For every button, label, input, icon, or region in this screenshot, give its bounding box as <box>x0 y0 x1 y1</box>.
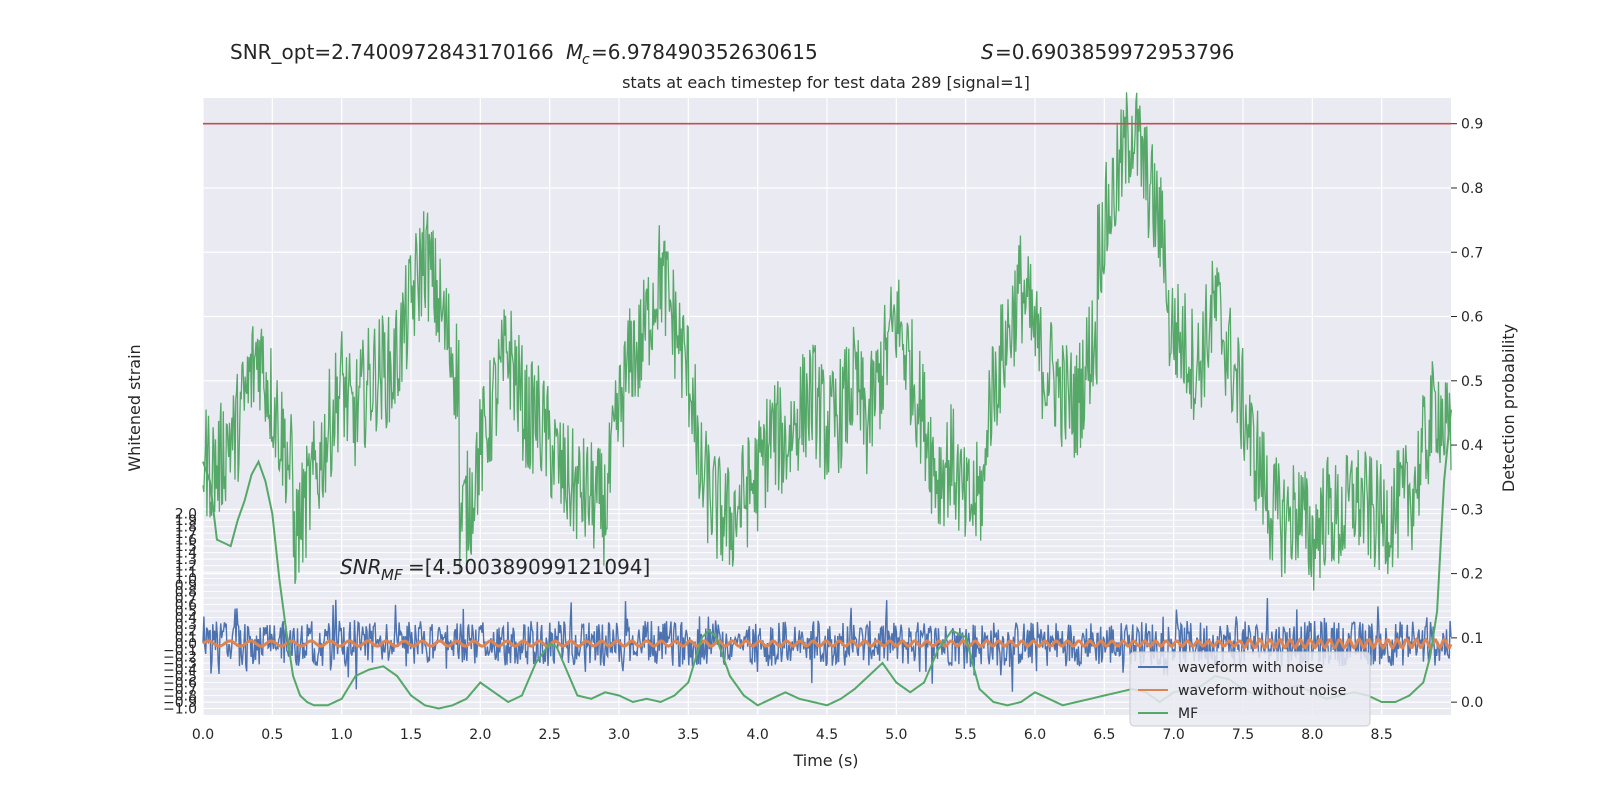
chart-title: stats at each timestep for test data 289… <box>622 73 1030 92</box>
svg-text:SNR: SNR <box>340 555 382 579</box>
y-left-tick-label: −0.6 <box>163 676 197 692</box>
x-tick-label: 1.5 <box>400 727 422 743</box>
x-tick-label: 2.5 <box>539 727 561 743</box>
svg-text:=0.6903859972953796: =0.6903859972953796 <box>995 40 1234 64</box>
x-tick-label: 0.5 <box>261 727 283 743</box>
x-tick-label: 3.5 <box>677 727 699 743</box>
y-left-tick-label: 1.9 <box>175 513 197 529</box>
x-axis-label: Time (s) <box>792 751 858 770</box>
y-right-tick-label: 0.0 <box>1461 695 1483 711</box>
y-left-tick-label: 0.3 <box>175 617 197 633</box>
x-tick-label: 7.5 <box>1232 727 1254 743</box>
svg-text:MF: MF <box>381 566 403 584</box>
chirp-mass-label: M c =6.978490352630615 <box>566 40 818 68</box>
y-right-tick-label: 0.3 <box>1461 502 1483 518</box>
series-group <box>202 92 1453 710</box>
y-left-tick-label: −0.1 <box>163 643 197 659</box>
svg-text:c: c <box>582 52 590 68</box>
probability-line <box>202 92 1452 591</box>
y-left-tick-label: −0.5 <box>163 669 197 685</box>
y-right-tick-label: 0.1 <box>1461 631 1483 647</box>
s-label: S =0.6903859972953796 <box>981 40 1234 64</box>
y-right-tick-label: 0.6 <box>1461 310 1483 326</box>
y-right-tick-label: 0.9 <box>1461 117 1483 133</box>
y-left-tick-label: 1.1 <box>175 565 197 581</box>
legend: waveform with noise waveform without nois… <box>1129 651 1371 727</box>
x-tick-label: 1.0 <box>331 727 353 743</box>
axes: 0.0 0.5 1.0 1.5 2.0 2.5 3.0 3.5 4.0 4.5 5.0 5.5 6.0 6… <box>163 117 1483 743</box>
y-left-tick-label: 1.3 <box>175 552 197 568</box>
y-left-tick-label: 0.9 <box>175 578 197 594</box>
x-tick-label: 2.0 <box>469 727 491 743</box>
y-left-tick-label: 0.7 <box>175 591 197 607</box>
x-tick-label: 5.0 <box>885 727 907 743</box>
y-left-tick-label: 0.2 <box>175 624 197 640</box>
y-left-tick-label: 0.6 <box>175 598 197 614</box>
y-right-axis-label: Detection probability <box>1499 324 1518 492</box>
x-tick-label: 3.0 <box>608 727 630 743</box>
y-right-tick-label: 0.8 <box>1461 181 1483 197</box>
y-left-tick-label: −0.4 <box>163 663 197 679</box>
legend-entry: MF <box>1178 706 1198 722</box>
mf-snr-annotation: SNR MF =[4.500389099121094] <box>340 555 650 584</box>
legend-box <box>1129 651 1371 727</box>
x-tick-label: 6.5 <box>1093 727 1115 743</box>
y-left-tick-label: −0.8 <box>163 689 197 705</box>
x-tick-label: 7.0 <box>1163 727 1185 743</box>
y-left-tick-label: 1.4 <box>175 546 197 562</box>
y-right-tick-label: 0.2 <box>1461 567 1483 583</box>
y-left-tick-label: 0.0 <box>175 637 197 653</box>
y-left-tick-label: 0.4 <box>175 611 197 627</box>
y-left-tick-label: −0.2 <box>163 650 197 666</box>
legend-entry: waveform with noise <box>1178 660 1323 676</box>
y-left-tick-label: −1.0 <box>163 702 197 718</box>
y-left-tick-label: −0.9 <box>163 695 197 711</box>
y-left-tick-label: −0.7 <box>163 682 197 698</box>
y-left-tick-label: 1.6 <box>175 533 197 549</box>
y-left-tick-label: 1.8 <box>175 520 197 536</box>
y-left-tick-label: 1.7 <box>175 526 197 542</box>
x-tick-label: 0.0 <box>192 727 214 743</box>
svg-text:M: M <box>566 40 583 64</box>
y-left-tick-label: 1.0 <box>175 572 197 588</box>
y-left-tick-label: 0.8 <box>175 585 197 601</box>
x-tick-label: 6.0 <box>1024 727 1046 743</box>
x-tick-label: 5.5 <box>955 727 977 743</box>
svg-text:=6.978490352630615: =6.978490352630615 <box>591 40 818 64</box>
x-tick-label: 8.0 <box>1301 727 1323 743</box>
waveform-without-noise-line <box>202 637 1453 651</box>
y-left-tick-label: 2.0 <box>175 507 197 523</box>
y-right-tick-label: 0.5 <box>1461 374 1483 390</box>
y-left-axis-label: Whitened strain <box>125 344 144 471</box>
svg-text:=[4.500389099121094]: =[4.500389099121094] <box>408 555 650 579</box>
y-right-tick-label: 0.7 <box>1461 245 1483 261</box>
svg-text:S: S <box>981 40 994 64</box>
y-left-tick-label: 1.2 <box>175 559 197 575</box>
legend-entry: waveform without noise <box>1178 683 1346 699</box>
y-left-tick-label: 0.1 <box>175 630 197 646</box>
y-left-tick-label: −0.3 <box>163 656 197 672</box>
x-tick-label: 8.5 <box>1371 727 1393 743</box>
y-left-tick-label: 1.5 <box>175 539 197 555</box>
y-right-tick-label: 0.4 <box>1461 438 1483 454</box>
x-tick-label: 4.0 <box>747 727 769 743</box>
y-left-tick-label: 0.5 <box>175 604 197 620</box>
x-tick-label: 4.5 <box>816 727 838 743</box>
snr-opt-label: SNR_opt=2.7400972843170166 <box>230 40 554 64</box>
